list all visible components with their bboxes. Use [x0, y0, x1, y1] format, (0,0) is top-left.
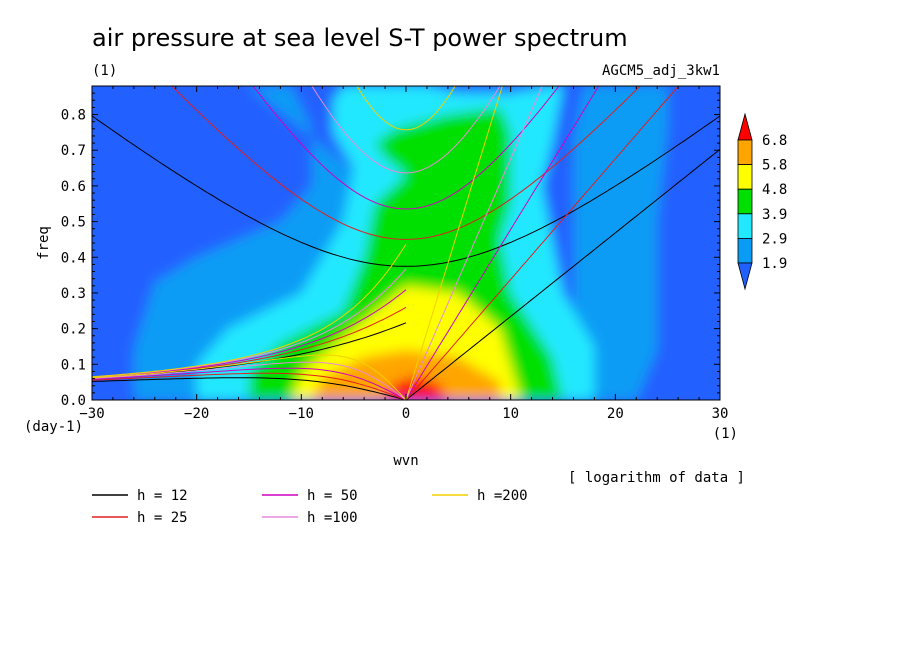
x-tick-label: 10 [502, 406, 519, 422]
rossby-curve-1 [92, 372, 407, 400]
y-tick-label: 0.6 [61, 179, 86, 195]
gravity-curve-0 [92, 115, 720, 267]
x-tick-label: −20 [184, 406, 209, 422]
colorbar-segment [737, 139, 753, 166]
y-tick-label: 0.1 [61, 357, 86, 373]
gravity-curve-3 [311, 86, 501, 174]
colorbar-segment [737, 237, 753, 264]
legend-label: h =100 [307, 510, 358, 526]
y-axis-unit: (day-1) [24, 419, 83, 435]
colorbar-top-arrow [737, 112, 753, 141]
y-tick-label: 0.4 [61, 250, 86, 266]
kelvin-curve-2 [405, 86, 600, 400]
y-tick-label: 0.0 [61, 393, 86, 409]
colorbar-segment [737, 188, 753, 215]
data-note: [ logarithm of data ] [568, 470, 745, 486]
legend-label: h = 12 [137, 488, 188, 504]
y-tick-label: 0.2 [61, 322, 86, 338]
gravity-curve-4 [356, 86, 456, 131]
colorbar-label: 4.8 [762, 182, 787, 198]
colorbar: 6.8 5.8 4.8 3.9 2.9 1.9 [737, 112, 787, 291]
x-axis-label: wvn [393, 453, 418, 469]
rossby-curve-3 [92, 361, 407, 400]
chart-subtitle-right: AGCM5_adj_3kw1 [602, 63, 720, 79]
mrg-curve-4 [92, 243, 407, 378]
rossby-curve-2 [92, 367, 407, 400]
colorbar-segment [737, 164, 753, 190]
colorbar-label: 1.9 [762, 256, 787, 272]
colorbar-segment [737, 213, 753, 239]
colorbar-label: 2.9 [762, 231, 787, 247]
y-tick-label: 0.7 [61, 143, 86, 159]
colorbar-label: 3.9 [762, 207, 787, 223]
kelvin-curve-0 [405, 148, 720, 400]
kelvin-curve-1 [405, 86, 680, 400]
x-tick-label: 20 [607, 406, 624, 422]
gravity-curve-2 [252, 86, 560, 210]
x-axis: −30 −20 −10 0 10 20 30 [79, 86, 728, 422]
colorbar-label: 5.8 [762, 158, 787, 174]
dispersion-curves [92, 86, 720, 400]
y-tick-label: 0.3 [61, 286, 86, 302]
y-axis: 0.0 0.1 0.2 0.3 0.4 0.5 0.6 0.7 0.8 [61, 92, 720, 409]
x-tick-label: −30 [79, 406, 104, 422]
colorbar-bottom-arrow [737, 262, 753, 291]
colorbar-label: 6.8 [762, 133, 787, 149]
y-axis-label: freq [36, 226, 52, 260]
rossby-curve-4 [92, 354, 407, 400]
y-tick-label: 0.5 [61, 215, 86, 231]
spectrum-field [92, 86, 720, 400]
gravity-curve-1 [171, 86, 641, 240]
legend-label: h = 25 [137, 510, 188, 526]
chart-title: air pressure at sea level S-T power spec… [92, 24, 628, 52]
kelvin-curve-4 [405, 86, 503, 400]
legend-label: h =200 [477, 488, 528, 504]
x-tick-label: −10 [289, 406, 314, 422]
y-tick-label: 0.8 [61, 108, 86, 124]
x-tick-label: 0 [402, 406, 410, 422]
legend: h = 12 h = 25 h = 50 h =100 h =200 [92, 488, 528, 526]
x-axis-unit: (1) [713, 426, 738, 442]
legend-label: h = 50 [307, 488, 358, 504]
kelvin-curve-3 [405, 86, 543, 400]
rossby-curve-0 [92, 377, 407, 400]
chart-subtitle-left: (1) [92, 63, 117, 79]
x-tick-label: 30 [712, 406, 729, 422]
